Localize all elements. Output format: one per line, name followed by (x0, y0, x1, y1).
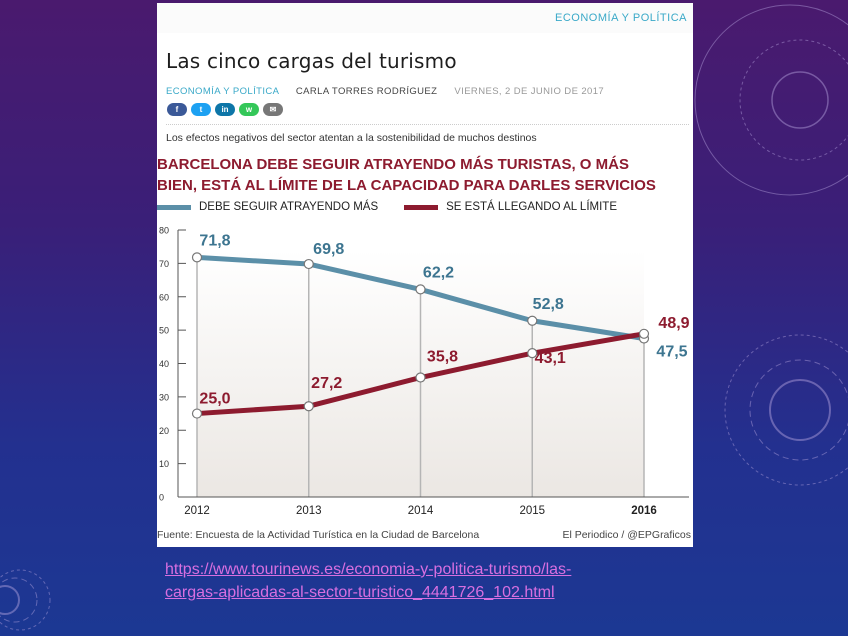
data-label-s1-2015: 52,8 (533, 296, 564, 313)
data-label-s2-2014: 35,8 (427, 349, 458, 366)
y-tick-label-0: 0 (159, 493, 164, 503)
publish-date: VIERNES, 2 DE JUNIO DE 2017 (454, 86, 605, 97)
source-url-line-1[interactable]: https://www.tourinews.es/economia-y-poli… (165, 561, 572, 578)
chart-title: BARCELONA DEBE SEGUIR ATRAYENDO MÁS TURI… (157, 154, 656, 196)
article-card: ECONOMÍA Y POLÍTICA Las cinco cargas del… (157, 3, 693, 547)
social-share-bar: f t in w ✉ (167, 103, 283, 116)
y-tick-label-30: 30 (159, 392, 169, 402)
y-tick-label-80: 80 (159, 226, 169, 236)
line-chart: 0 10 20 30 40 50 60 70 80 2012 2013 2014 2015 2016 71,… (159, 226, 690, 518)
data-point-s1-2014 (415, 284, 426, 295)
twitter-icon[interactable]: t (191, 103, 211, 116)
y-tick-label-60: 60 (159, 292, 169, 302)
article-title: Las cinco cargas del turismo (166, 49, 457, 73)
source-url-link[interactable]: https://www.tourinews.es/economia-y-poli… (165, 558, 571, 604)
chart-source: Fuente: Encuesta de la Actividad Turísti… (157, 529, 480, 541)
data-label-s2-2012: 25,0 (199, 391, 230, 408)
data-label-s1-2014: 62,2 (423, 264, 454, 281)
data-point-s2-2013 (303, 401, 314, 412)
data-label-s2-2013: 27,2 (311, 375, 342, 392)
top-category-link[interactable]: ECONOMÍA Y POLÍTICA (555, 12, 687, 24)
chart-title-line-1: BARCELONA DEBE SEGUIR ATRAYENDO MÁS TURI… (157, 156, 629, 173)
data-point-s1-2013 (303, 258, 314, 270)
legend-label-series-1: DEBE SEGUIR ATRAYENDO MÁS (199, 201, 379, 213)
legend-swatch-red (404, 204, 439, 210)
y-tick-label-50: 50 (159, 326, 169, 336)
linkedin-icon[interactable]: in (215, 103, 235, 116)
x-tick-label-2014: 2014 (408, 505, 434, 517)
x-tick-label-2013: 2013 (296, 505, 322, 517)
data-point-s1-2012 (191, 252, 203, 263)
data-point-s2-2014 (415, 372, 426, 383)
y-tick-label-20: 20 (159, 426, 169, 436)
y-tick-label-40: 40 (159, 359, 169, 369)
legend-swatch-blue (157, 204, 191, 210)
data-point-s2-2012 (191, 408, 203, 419)
chart-title-line-2: BIEN, ESTÁ AL LÍMITE DE LA CAPACIDAD PAR… (157, 177, 656, 194)
data-label-s2-2016: 48,9 (658, 315, 689, 332)
x-tick-label-2012: 2012 (184, 505, 210, 517)
facebook-icon[interactable]: f (167, 103, 187, 116)
chart-credit: El Periodico / @EPGraficos (562, 529, 691, 541)
y-tick-label-10: 10 (159, 459, 169, 469)
divider (166, 124, 689, 125)
x-tick-label-2015: 2015 (519, 505, 545, 517)
data-point-s2-2015 (527, 348, 538, 359)
legend-label-series-2: SE ESTÁ LLEGANDO AL LÍMITE (446, 201, 617, 213)
whatsapp-icon[interactable]: w (239, 103, 259, 116)
chart-legend: DEBE SEGUIR ATRAYENDO MÁS SE ESTÁ LLEGAN… (157, 201, 617, 213)
article-lead: Los efectos negativos del sector atentan… (166, 132, 537, 144)
data-label-s1-2013: 69,8 (313, 241, 344, 258)
data-label-s2-2015: 43,1 (535, 350, 566, 367)
section-link[interactable]: ECONOMÍA Y POLÍTICA (166, 86, 279, 97)
data-point-s2-2016 (638, 328, 650, 339)
email-icon[interactable]: ✉ (263, 103, 283, 116)
data-point-s1-2015 (527, 315, 538, 326)
x-tick-label-2016: 2016 (631, 505, 657, 517)
article-header-bar (157, 3, 693, 33)
source-url-line-2[interactable]: cargas-aplicadas-al-sector-turistico_444… (165, 584, 555, 601)
author-name[interactable]: CARLA TORRES RODRÍGUEZ (295, 86, 438, 97)
data-label-s1-2016: 47,5 (656, 343, 687, 360)
data-label-s1-2012: 71,8 (199, 232, 230, 249)
y-tick-label-70: 70 (159, 259, 169, 269)
article-meta: ECONOMÍA Y POLÍTICA CARLA TORRES RODRÍGU… (166, 86, 604, 97)
